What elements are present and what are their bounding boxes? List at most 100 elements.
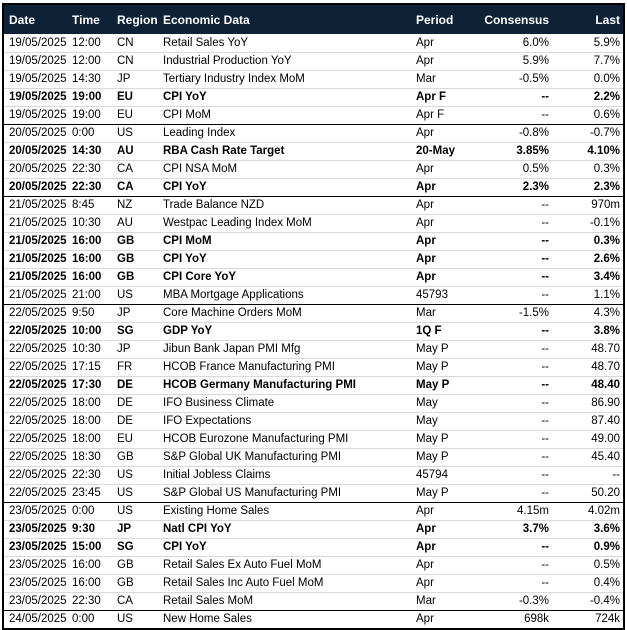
table-row: 23/05/2025 22:30 CA Retail Sales MoM Mar -0.3… [4,591,623,610]
cell-time: 17:15 [68,357,113,376]
cell-name: HCOB Eurozone Manufacturing PMI [159,429,411,448]
cell-consensus: -- [481,537,553,556]
cell-period: May P [411,483,481,502]
cell-name: Initial Jobless Claims [159,465,411,484]
cell-consensus: -1.5% [481,303,553,322]
cell-name: GDP YoY [159,321,411,340]
cell-period: May [411,411,481,430]
cell-last: 2.2% [553,87,623,106]
cell-period: 45793 [411,285,481,304]
cell-last: 50.20 [553,483,623,502]
cell-region: US [113,465,159,484]
cell-date: 20/05/2025 [4,141,68,160]
cell-region: DE [113,375,159,394]
cell-region: JP [113,519,159,538]
cell-name: Industrial Production YoY [159,51,411,70]
cell-date: 22/05/2025 [4,339,68,358]
cell-last: 3.4% [553,267,623,286]
cell-date: 23/05/2025 [4,555,68,574]
cell-last: 0.0% [553,69,623,88]
header-region: Region [113,5,159,34]
cell-name: Westpac Leading Index MoM [159,213,411,232]
cell-time: 15:00 [68,537,113,556]
cell-region: GB [113,231,159,250]
cell-region: FR [113,357,159,376]
cell-consensus: 3.7% [481,519,553,538]
cell-consensus: -0.8% [481,123,553,142]
cell-date: 22/05/2025 [4,447,68,466]
cell-period: Apr [411,249,481,268]
cell-period: Apr [411,573,481,592]
cell-name: RBA Cash Rate Target [159,141,411,160]
cell-date: 19/05/2025 [9,36,67,49]
cell-region: GB [113,267,159,286]
cell-date: 19/05/2025 [4,51,68,70]
cell-last: 5.9% [593,36,620,49]
cell-time: 14:30 [68,69,113,88]
cell-date: 21/05/2025 [4,249,68,268]
cell-time: 18:00 [68,393,113,412]
cell-name: CPI Core YoY [159,267,411,286]
cell-name: CPI YoY [159,249,411,268]
cell-last: -- [553,465,623,484]
cell-consensus: -- [481,573,553,592]
cell-consensus: -0.5% [481,69,553,88]
cell-date: 20/05/2025 [4,159,68,178]
table-header: Date Time Region Economic Data Period Co… [4,5,623,34]
cell-time: 0:00 [68,501,113,520]
cell-region: CA [113,177,159,196]
cell-last: 724k [553,609,623,628]
cell-region: EU [113,87,159,106]
cell-period: 45794 [411,465,481,484]
calendar-table: Date Time Region Economic Data Period Co… [4,5,623,628]
cell-date: 22/05/2025 [4,429,68,448]
cell-last: 48.40 [553,375,623,394]
cell-date: 22/05/2025 [4,375,68,394]
cell-region: EU [113,429,159,448]
cell-last: 0.5% [553,555,623,574]
cell-period: Apr [411,267,481,286]
cell-region: CA [113,159,159,178]
cell-date: 19/05/2025 [4,105,68,124]
cell-consensus: -- [481,465,553,484]
cell-consensus: -- [481,447,553,466]
cell-date: 22/05/2025 [4,465,68,484]
cell-name: CPI YoY [159,537,411,556]
cell-name: HCOB France Manufacturing PMI [159,357,411,376]
cell-consensus: -- [481,411,553,430]
table-row: 19/05/2025 12:00 CN Retail Sales YoY Apr 6.0%… [4,34,623,52]
cell-region: CN [117,36,134,49]
cell-consensus: -- [481,321,553,340]
header-time: Time [68,5,113,34]
cell-time: 8:45 [68,195,113,214]
cell-last: 0.6% [553,105,623,124]
table-row: 21/05/2025 10:30 AU Westpac Leading Index M… [4,213,623,232]
cell-time: 19:00 [68,87,113,106]
table-row: 21/05/2025 16:00 GB CPI Core YoY Apr -- 3.4% [4,267,623,286]
cell-region: SG [113,321,159,340]
cell-last: 0.4% [553,573,623,592]
cell-period: May P [411,447,481,466]
cell-date: 21/05/2025 [4,267,68,286]
cell-consensus: -- [481,195,553,214]
cell-period: 1Q F [411,321,481,340]
cell-consensus: -- [481,375,553,394]
header-period: Period [411,5,481,34]
table-row: 22/05/2025 23:45 US S&P Global US Manufactu… [4,483,623,502]
cell-name: Tertiary Industry Index MoM [159,69,411,88]
cell-time: 10:30 [68,213,113,232]
cell-consensus: -- [481,285,553,304]
cell-date: 22/05/2025 [4,303,68,322]
cell-date: 22/05/2025 [4,411,68,430]
cell-region: GB [113,555,159,574]
cell-time: 16:00 [68,555,113,574]
cell-period: Mar [411,69,481,88]
cell-name: Core Machine Orders MoM [159,303,411,322]
table-row: 20/05/2025 22:30 CA CPI YoY Apr 2.3% 2.3% [4,177,623,196]
cell-period: May P [411,357,481,376]
cell-last: 4.3% [553,303,623,322]
cell-consensus: -- [481,429,553,448]
economic-calendar-table: Date Time Region Economic Data Period Co… [2,3,625,630]
cell-time: 12:00 [68,51,113,70]
cell-region: DE [113,393,159,412]
